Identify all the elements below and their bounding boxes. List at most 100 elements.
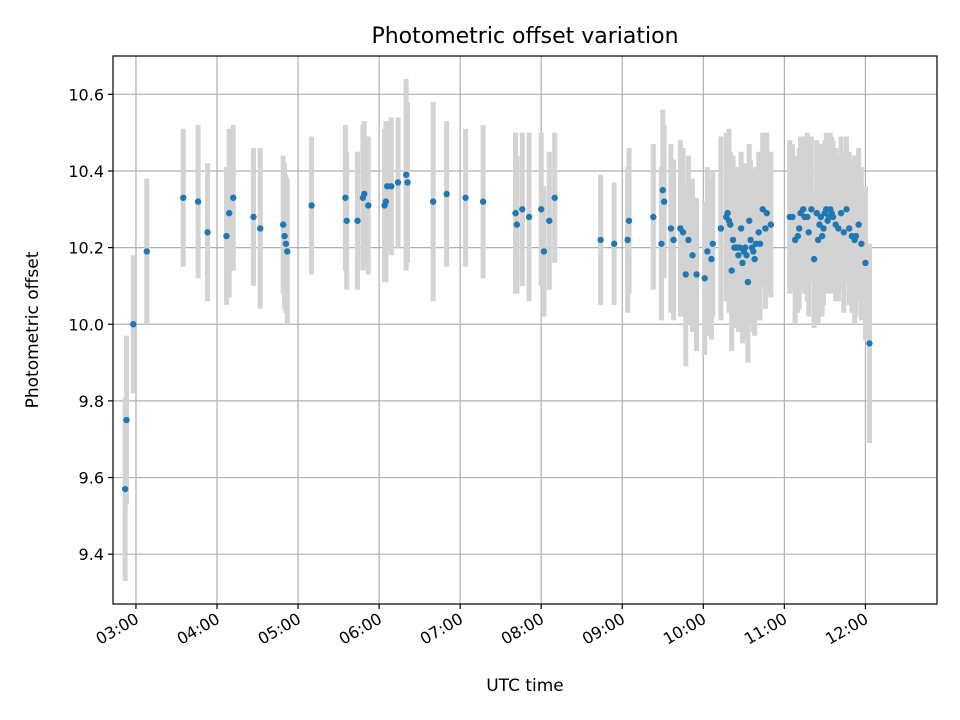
data-point: [610, 240, 618, 247]
data-point: [756, 240, 764, 247]
data-point: [840, 229, 847, 236]
data-point: [404, 179, 411, 186]
data-point: [837, 209, 845, 217]
data-point: [250, 213, 257, 221]
data-point: [130, 321, 137, 328]
data-point: [658, 240, 665, 247]
data-point: [538, 206, 545, 213]
data-point: [123, 416, 130, 424]
y-tick-label: 9.6: [79, 469, 104, 488]
data-point: [820, 225, 827, 232]
y-tick-label: 10.2: [68, 239, 104, 258]
data-point: [762, 225, 769, 232]
data-point: [835, 225, 842, 232]
data-point: [462, 194, 469, 201]
data-point: [813, 209, 820, 217]
data-point: [717, 225, 725, 232]
data-point: [737, 225, 745, 232]
data-point: [525, 213, 533, 221]
data-point: [743, 252, 750, 259]
data-point: [342, 194, 349, 201]
data-point: [597, 236, 604, 244]
data-point: [682, 271, 689, 278]
error-bars: [122, 78, 872, 582]
y-tick-label: 10.4: [68, 162, 104, 181]
data-point: [805, 229, 812, 236]
data-point: [402, 171, 410, 178]
data-point: [280, 221, 287, 228]
chart-title: Photometric offset variation: [371, 24, 678, 49]
y-tick-label: 10.6: [68, 85, 104, 104]
data-point: [443, 190, 450, 198]
data-point: [814, 236, 822, 244]
data-point: [194, 198, 202, 205]
data-point: [808, 206, 815, 213]
data-point: [660, 198, 668, 205]
data-point: [667, 225, 675, 232]
data-point: [794, 232, 802, 240]
data-point: [257, 225, 264, 232]
data-point: [394, 179, 402, 186]
data-point: [701, 275, 708, 282]
data-point: [747, 236, 754, 244]
data-point: [354, 217, 361, 224]
data-point: [429, 198, 437, 205]
data-point: [625, 217, 633, 224]
data-point: [685, 236, 692, 244]
data-point: [512, 209, 519, 217]
data-point: [855, 221, 862, 228]
x-tick-label: 10:00: [660, 609, 709, 649]
data-point: [650, 213, 657, 221]
x-tick-label: 07:00: [417, 609, 466, 649]
data-point: [735, 252, 742, 259]
y-tick-label: 9.8: [79, 392, 104, 411]
data-point: [810, 255, 818, 263]
x-tick-label: 08:00: [498, 609, 547, 649]
data-point: [670, 236, 677, 244]
data-point: [225, 209, 233, 217]
data-point: [755, 229, 762, 236]
data-point: [388, 183, 395, 190]
data-point: [724, 209, 731, 217]
data-point: [551, 194, 558, 201]
data-point: [708, 255, 715, 263]
data-point: [284, 248, 291, 255]
x-tick-label: 04:00: [174, 609, 223, 649]
data-point: [729, 236, 737, 244]
x-tick-label: 09:00: [579, 609, 628, 649]
data-point: [817, 213, 825, 221]
data-point: [736, 244, 743, 251]
x-tick-label: 12:00: [822, 609, 871, 649]
data-point: [513, 221, 521, 228]
data-point: [800, 206, 807, 213]
data-point: [540, 248, 548, 255]
data-point: [143, 248, 150, 255]
plot-frame: [112, 55, 938, 605]
data-point: [343, 217, 350, 224]
data-point: [230, 194, 237, 201]
x-tick-label: 11:00: [741, 609, 790, 649]
data-point: [852, 232, 860, 240]
data-point: [365, 202, 372, 209]
x-tick-label: 06:00: [336, 609, 385, 649]
data-point: [767, 221, 775, 228]
data-point: [796, 225, 803, 232]
data-point: [750, 248, 757, 255]
data-point: [763, 209, 770, 217]
data-point: [804, 213, 811, 221]
data-point: [744, 278, 752, 286]
data-point: [862, 259, 869, 267]
data-point: [223, 232, 230, 240]
data-point: [204, 229, 211, 236]
data-point: [751, 255, 758, 263]
data-point: [479, 198, 487, 205]
data-point: [704, 248, 711, 255]
data-points: [121, 171, 873, 493]
y-axis-label: Photometric offset: [23, 251, 43, 408]
data-point: [679, 229, 687, 236]
data-point: [739, 259, 746, 267]
y-tick-label: 9.4: [79, 545, 104, 564]
data-point: [308, 202, 315, 209]
data-point: [728, 267, 735, 274]
